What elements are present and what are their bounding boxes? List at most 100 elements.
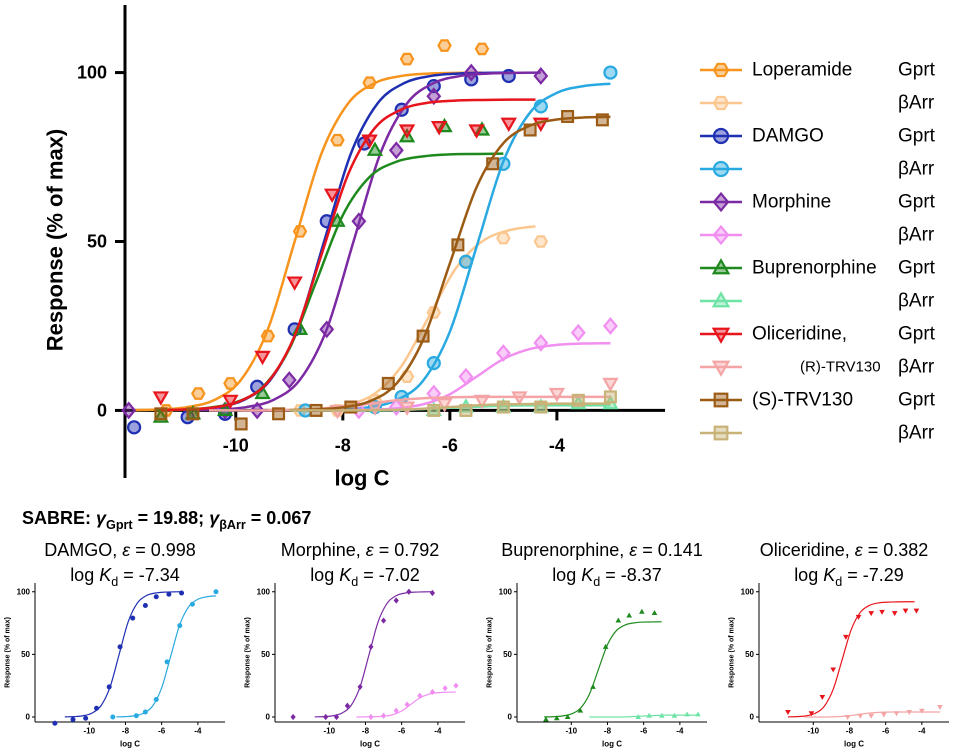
- marker: [393, 707, 399, 714]
- fit-curve: [64, 591, 183, 718]
- marker: [590, 683, 596, 689]
- panel-subtitle-part: K: [823, 565, 836, 585]
- marker: [381, 376, 395, 390]
- marker: [361, 134, 378, 149]
- marker: [388, 141, 404, 160]
- fit-curve: [289, 402, 611, 412]
- marker: [881, 712, 887, 718]
- marker: [533, 235, 549, 248]
- legend-assay: Gprt: [898, 258, 936, 279]
- x-tick-label: -6: [882, 727, 890, 736]
- marker: [133, 713, 139, 719]
- panel-title-part: ε: [855, 540, 864, 560]
- marker: [186, 407, 200, 421]
- marker: [711, 258, 731, 275]
- y-tick-label: 100: [17, 587, 31, 596]
- fit-curve: [289, 115, 611, 412]
- marker: [695, 711, 701, 717]
- legend-name: Loperamide: [752, 60, 852, 81]
- marker: [366, 141, 384, 156]
- panel-subtitle-part: = -7.29: [842, 565, 904, 585]
- marker: [272, 407, 286, 421]
- panel-subtitle-part: d: [111, 575, 118, 589]
- legend-assay: Gprt: [898, 192, 936, 213]
- marker: [713, 392, 729, 408]
- panel-title: Buprenorphine, ε = 0.141: [501, 540, 703, 560]
- marker: [442, 685, 448, 692]
- marker: [570, 323, 586, 342]
- y-axis-label: Response (% of max): [487, 617, 494, 688]
- y-axis-label: Response (% of max): [245, 617, 252, 688]
- marker: [333, 713, 340, 721]
- marker: [785, 710, 791, 716]
- x-axis-label: log C: [844, 740, 864, 749]
- x-tick-label: -6: [640, 727, 648, 736]
- panel-subtitle-part: d: [351, 575, 358, 589]
- marker: [451, 238, 465, 252]
- marker: [142, 709, 148, 715]
- panel-subtitle-part: = -8.37: [600, 565, 662, 585]
- marker: [166, 591, 172, 597]
- x-tick-label: -6: [442, 435, 458, 455]
- marker: [153, 696, 159, 702]
- x-tick-label: -4: [434, 727, 442, 736]
- caption-part: γ: [96, 508, 107, 528]
- legend-assay: βArr: [898, 159, 935, 180]
- marker: [323, 713, 329, 721]
- panel-title-part: = 0.998: [130, 540, 196, 560]
- marker: [711, 291, 731, 308]
- fit-curve: [314, 591, 433, 718]
- legend-name: (S)-TRV130: [752, 390, 853, 411]
- y-tick-label: 0: [266, 712, 271, 721]
- panel-subtitle-part: log: [70, 565, 99, 585]
- fit-curve: [116, 595, 217, 718]
- marker: [496, 156, 511, 171]
- marker: [626, 612, 633, 618]
- marker: [189, 601, 195, 607]
- marker: [711, 327, 731, 344]
- panel-title-part: DAMGO,: [44, 540, 122, 560]
- marker: [329, 212, 346, 227]
- marker: [191, 387, 206, 400]
- x-axis-label: log C: [120, 740, 140, 749]
- marker: [437, 39, 452, 52]
- fit-curve: [160, 98, 536, 412]
- marker: [429, 589, 436, 597]
- x-tick-label: -6: [158, 727, 166, 736]
- panel-title-part: ε: [122, 540, 131, 560]
- caption-part: SABRE:: [22, 508, 96, 528]
- marker: [712, 224, 730, 246]
- marker: [254, 350, 271, 366]
- marker: [110, 714, 116, 720]
- panel-title-part: = 0.382: [863, 540, 929, 560]
- y-tick-label: 0: [26, 712, 31, 721]
- marker: [534, 400, 548, 414]
- panel-subtitle: log Kd = -8.37: [552, 565, 662, 589]
- marker: [843, 634, 849, 640]
- marker: [362, 76, 377, 90]
- marker: [684, 711, 690, 717]
- marker: [857, 713, 864, 719]
- panel-title: Oliceridine, ε = 0.382: [760, 540, 929, 560]
- x-tick-label: -8: [335, 435, 351, 455]
- marker: [913, 608, 920, 614]
- y-tick-label: 50: [745, 650, 754, 659]
- marker: [83, 715, 89, 721]
- fit-curve: [804, 711, 940, 718]
- marker: [436, 398, 453, 413]
- marker: [459, 403, 473, 417]
- fit-curve: [134, 71, 482, 412]
- x-axis-label: log C: [335, 466, 390, 491]
- marker: [651, 610, 658, 616]
- caption: SABRE: γGprt = 19.88; γβArr = 0.067: [22, 508, 311, 532]
- marker: [495, 344, 511, 362]
- x-axis-label: log C: [360, 740, 380, 749]
- caption-part: = 0.067: [246, 508, 312, 528]
- x-tick-label: -10: [808, 727, 820, 736]
- y-tick-label: 0: [508, 712, 513, 721]
- x-tick-label: -10: [566, 727, 578, 736]
- marker: [712, 95, 730, 111]
- marker: [893, 711, 900, 717]
- x-tick-label: -4: [676, 727, 684, 736]
- caption-part: Gprt: [106, 518, 133, 532]
